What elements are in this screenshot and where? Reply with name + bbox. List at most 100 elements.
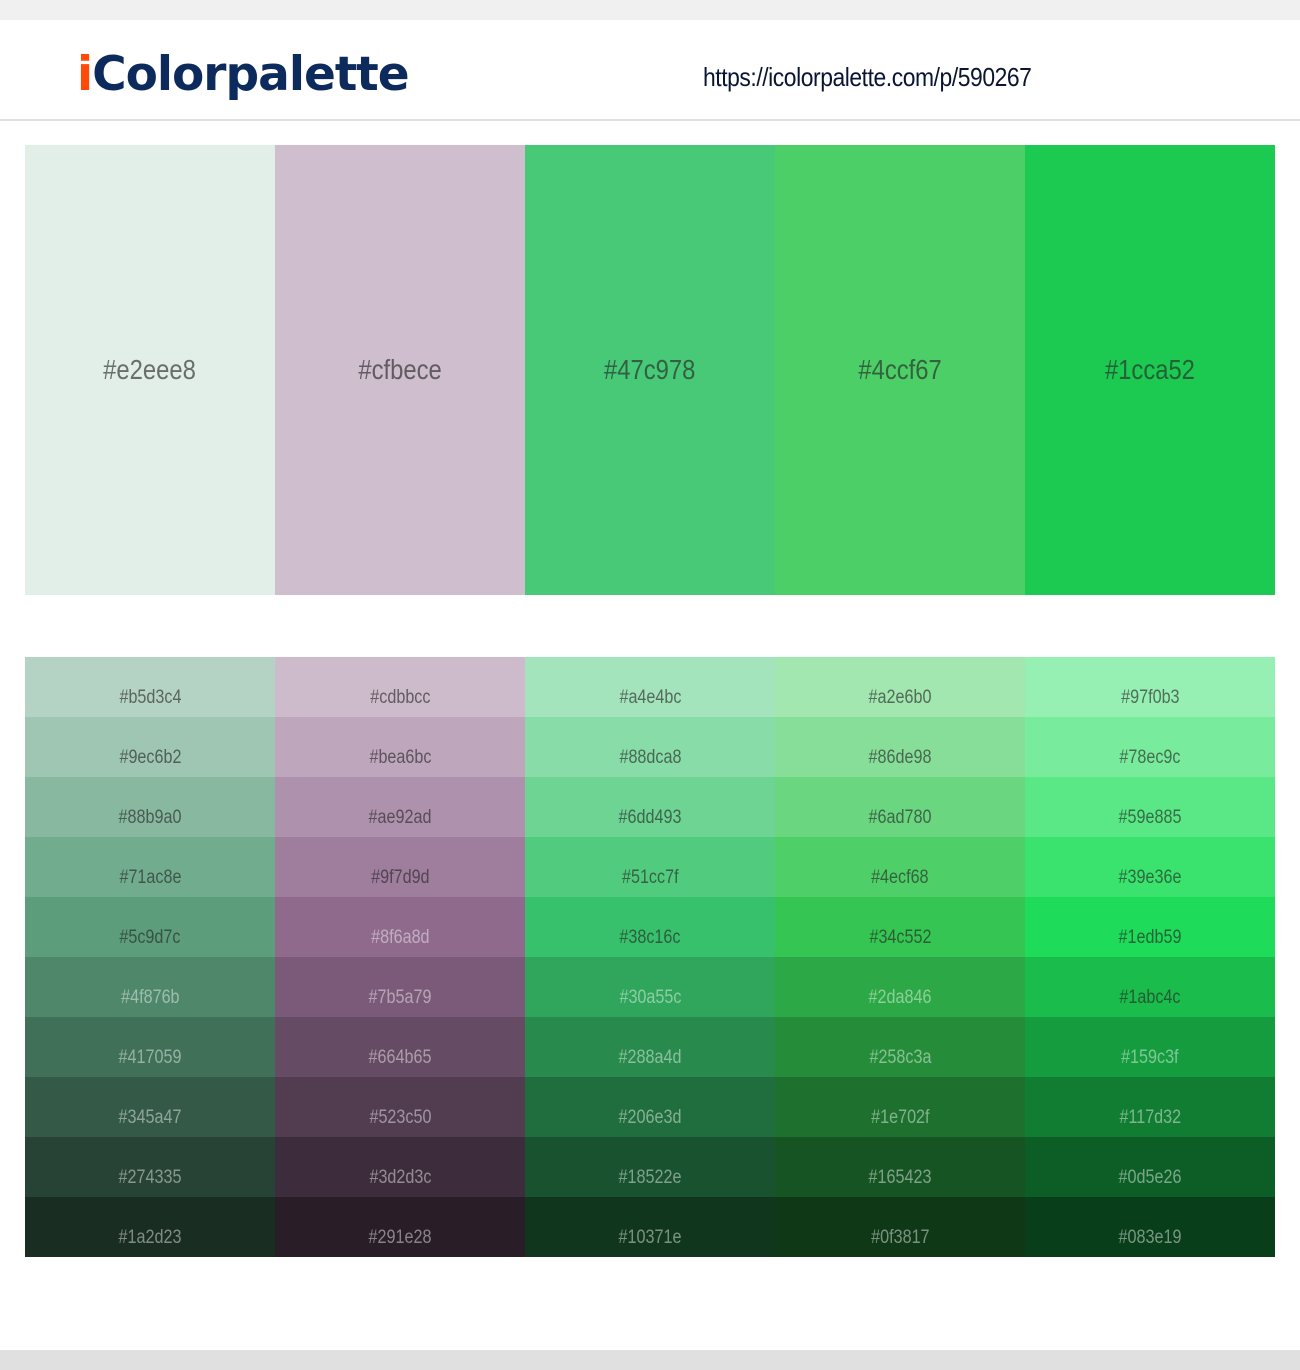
shade-hex-label: #6ad780: [868, 807, 932, 828]
palette-swatch[interactable]: #cfbece: [275, 145, 525, 595]
shade-cell[interactable]: #86de98: [775, 717, 1025, 777]
palette-swatch[interactable]: #4ccf67: [775, 145, 1025, 595]
swatch-hex-label: #4ccf67: [858, 354, 942, 385]
shade-cell[interactable]: #083e19: [1025, 1197, 1275, 1257]
shade-column: #97f0b3 #78ec9c #59e885 #39e36e #1edb59 #1abc…: [1025, 657, 1275, 1257]
shade-hex-label: #ae92ad: [368, 807, 432, 828]
shade-hex-label: #7b5a79: [368, 987, 432, 1008]
shade-hex-label: #a2e6b0: [868, 687, 932, 708]
shade-hex-label: #0f3817: [870, 1227, 930, 1248]
shade-cell[interactable]: #3d2d3c: [275, 1137, 525, 1197]
palette-swatch[interactable]: #e2eee8: [25, 145, 275, 595]
shade-hex-label: #1edb59: [1118, 927, 1182, 948]
shade-hex-label: #30a55c: [619, 987, 681, 1008]
shade-cell[interactable]: #1a2d23: [25, 1197, 275, 1257]
shade-cell[interactable]: #345a47: [25, 1077, 275, 1137]
shade-cell[interactable]: #1edb59: [1025, 897, 1275, 957]
shade-cell[interactable]: #291e28: [275, 1197, 525, 1257]
shade-hex-label: #291e28: [368, 1227, 432, 1248]
shade-cell[interactable]: #8f6a8d: [275, 897, 525, 957]
shade-hex-label: #4ecf68: [871, 867, 929, 888]
shade-cell[interactable]: #bea6bc: [275, 717, 525, 777]
palette-url[interactable]: https://icolorpalette.com/p/590267: [703, 62, 1032, 92]
shade-hex-label: #159c3f: [1121, 1047, 1179, 1068]
shade-cell[interactable]: #88dca8: [525, 717, 775, 777]
palette-swatch[interactable]: #1cca52: [1025, 145, 1275, 595]
shade-cell[interactable]: #165423: [775, 1137, 1025, 1197]
shade-cell[interactable]: #6dd493: [525, 777, 775, 837]
shade-cell[interactable]: #38c16c: [525, 897, 775, 957]
shade-cell[interactable]: #4ecf68: [775, 837, 1025, 897]
shade-cell[interactable]: #0d5e26: [1025, 1137, 1275, 1197]
shade-hex-label: #38c16c: [619, 927, 681, 948]
shade-cell[interactable]: #ae92ad: [275, 777, 525, 837]
shade-cell[interactable]: #9ec6b2: [25, 717, 275, 777]
shade-hex-label: #117d32: [1119, 1107, 1181, 1128]
shade-column: #b5d3c4 #9ec6b2 #88b9a0 #71ac8e #5c9d7c #4f87…: [25, 657, 275, 1257]
shade-cell[interactable]: #5c9d7c: [25, 897, 275, 957]
shade-cell[interactable]: #b5d3c4: [25, 657, 275, 717]
shade-cell[interactable]: #cdbbcc: [275, 657, 525, 717]
shade-cell[interactable]: #9f7d9d: [275, 837, 525, 897]
shade-hex-label: #18522e: [618, 1167, 682, 1188]
header: iColorpalette https://icolorpalette.com/…: [0, 20, 1300, 121]
shade-hex-label: #258c3a: [869, 1047, 931, 1068]
shade-cell[interactable]: #288a4d: [525, 1017, 775, 1077]
shade-cell[interactable]: #1abc4c: [1025, 957, 1275, 1017]
shade-cell[interactable]: #a4e4bc: [525, 657, 775, 717]
shade-hex-label: #39e36e: [1118, 867, 1182, 888]
top-bar: [0, 0, 1300, 20]
shade-cell[interactable]: #30a55c: [525, 957, 775, 1017]
swatch-hex-label: #cfbece: [358, 354, 442, 385]
shade-hex-label: #2da846: [868, 987, 932, 1008]
shade-hex-label: #1e702f: [870, 1107, 930, 1128]
shade-cell[interactable]: #274335: [25, 1137, 275, 1197]
shade-hex-label: #4f876b: [120, 987, 180, 1008]
palette-swatch[interactable]: #47c978: [525, 145, 775, 595]
shade-hex-label: #78ec9c: [1119, 747, 1181, 768]
shade-cell[interactable]: #206e3d: [525, 1077, 775, 1137]
shade-hex-label: #88b9a0: [118, 807, 182, 828]
logo[interactable]: iColorpalette: [77, 47, 410, 102]
shade-cell[interactable]: #10371e: [525, 1197, 775, 1257]
swatch-hex-label: #1cca52: [1105, 354, 1195, 385]
shade-hex-label: #165423: [868, 1167, 932, 1188]
shade-hex-label: #8f6a8d: [370, 927, 430, 948]
shade-cell[interactable]: #2da846: [775, 957, 1025, 1017]
shade-hex-label: #1abc4c: [1119, 987, 1181, 1008]
shade-cell[interactable]: #4f876b: [25, 957, 275, 1017]
shade-cell[interactable]: #523c50: [275, 1077, 525, 1137]
shade-cell[interactable]: #a2e6b0: [775, 657, 1025, 717]
shade-cell[interactable]: #664b65: [275, 1017, 525, 1077]
shade-cell[interactable]: #71ac8e: [25, 837, 275, 897]
shade-cell[interactable]: #417059: [25, 1017, 275, 1077]
shade-cell[interactable]: #78ec9c: [1025, 717, 1275, 777]
shade-hex-label: #a4e4bc: [619, 687, 681, 708]
shade-hex-label: #71ac8e: [119, 867, 181, 888]
shade-cell[interactable]: #59e885: [1025, 777, 1275, 837]
shade-hex-label: #206e3d: [618, 1107, 682, 1128]
shade-hex-label: #274335: [118, 1167, 182, 1188]
shade-column: #a2e6b0 #86de98 #6ad780 #4ecf68 #34c552 #2da8…: [775, 657, 1025, 1257]
shade-cell[interactable]: #18522e: [525, 1137, 775, 1197]
shade-cell[interactable]: #1e702f: [775, 1077, 1025, 1137]
shade-hex-label: #1a2d23: [118, 1227, 182, 1248]
shade-cell[interactable]: #88b9a0: [25, 777, 275, 837]
shades-grid: #b5d3c4 #9ec6b2 #88b9a0 #71ac8e #5c9d7c #4f87…: [25, 657, 1275, 1257]
shade-cell[interactable]: #117d32: [1025, 1077, 1275, 1137]
shade-hex-label: #b5d3c4: [119, 687, 181, 708]
main-palette: #e2eee8 #cfbece #47c978 #4ccf67 #1cca52: [25, 145, 1275, 595]
shade-hex-label: #288a4d: [618, 1047, 682, 1068]
shade-hex-label: #664b65: [368, 1047, 432, 1068]
shade-cell[interactable]: #7b5a79: [275, 957, 525, 1017]
shade-cell[interactable]: #97f0b3: [1025, 657, 1275, 717]
bottom-bar: [0, 1350, 1300, 1370]
shade-cell[interactable]: #258c3a: [775, 1017, 1025, 1077]
shade-hex-label: #86de98: [868, 747, 932, 768]
shade-cell[interactable]: #39e36e: [1025, 837, 1275, 897]
shade-cell[interactable]: #51cc7f: [525, 837, 775, 897]
shade-cell[interactable]: #0f3817: [775, 1197, 1025, 1257]
shade-cell[interactable]: #6ad780: [775, 777, 1025, 837]
shade-cell[interactable]: #34c552: [775, 897, 1025, 957]
shade-cell[interactable]: #159c3f: [1025, 1017, 1275, 1077]
